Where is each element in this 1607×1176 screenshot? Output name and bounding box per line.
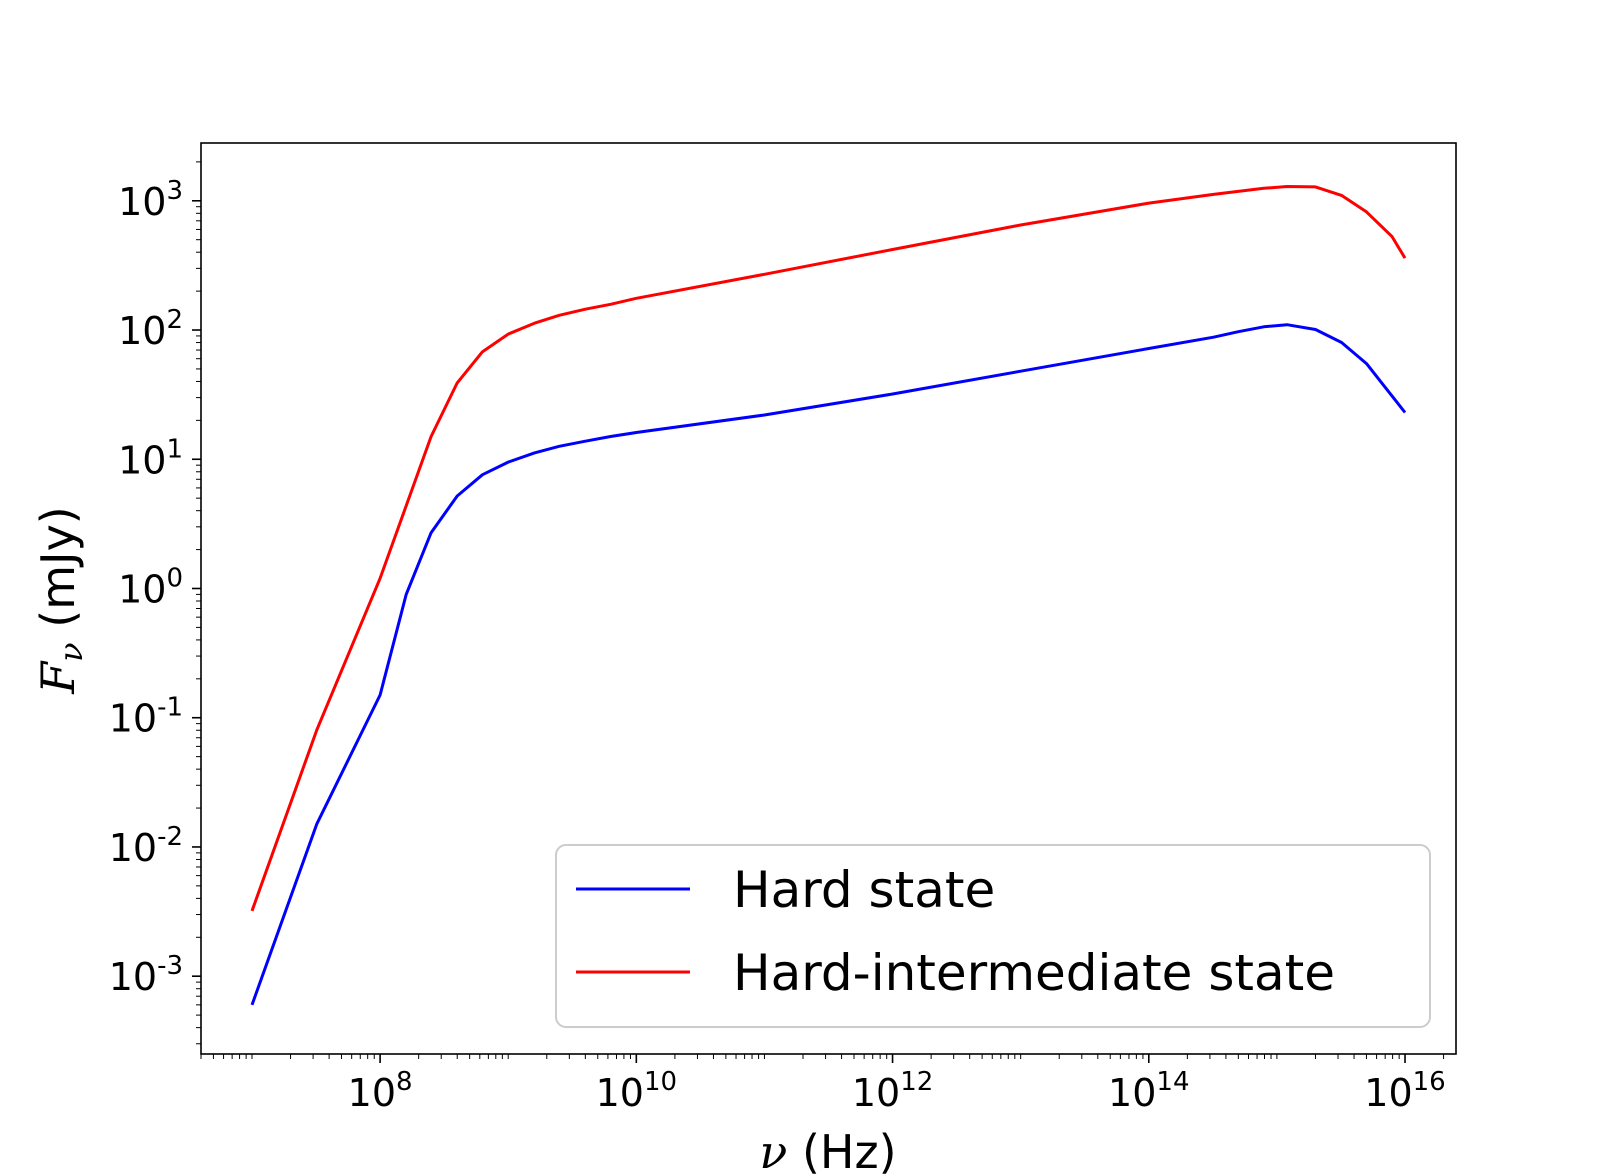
legend: Hard state Hard-intermediate state: [555, 844, 1431, 1028]
x-tick-label: 1016: [1364, 1067, 1445, 1115]
y-tick-label: 10-3: [109, 951, 183, 999]
y-tick-label: 10-2: [109, 822, 183, 870]
series-layer: [250, 185, 1407, 1006]
legend-label-hard-state: Hard state: [733, 861, 995, 919]
plot-area: [200, 142, 1457, 1055]
x-tick-label: 1010: [596, 1067, 677, 1115]
y-tick-label: 101: [118, 434, 183, 482]
legend-box: [555, 844, 1431, 1028]
y-tick-label: 102: [118, 305, 183, 353]
axes-frame: [200, 142, 1457, 1055]
y-tick-label: 10-1: [109, 693, 183, 741]
x-axis-label: ν (Hz): [759, 1125, 896, 1176]
series-line-hard-intermediate-state: [250, 185, 1407, 912]
ticks-layer: 108 1010 1012 1014 1016 10-3 10-2 10-1 100 101 102…: [109, 161, 1446, 1115]
series-line-hard-state: [250, 323, 1407, 1006]
y-tick-label: 100: [118, 563, 183, 611]
x-tick-label: 1014: [1108, 1067, 1189, 1115]
x-tick-label: 1012: [852, 1067, 933, 1115]
x-tick-label: 108: [348, 1067, 413, 1115]
y-axis-label: Fν (mJy): [31, 506, 90, 695]
legend-label-hard-intermediate-state: Hard-intermediate state: [733, 944, 1335, 1002]
y-tick-label: 103: [118, 176, 183, 224]
